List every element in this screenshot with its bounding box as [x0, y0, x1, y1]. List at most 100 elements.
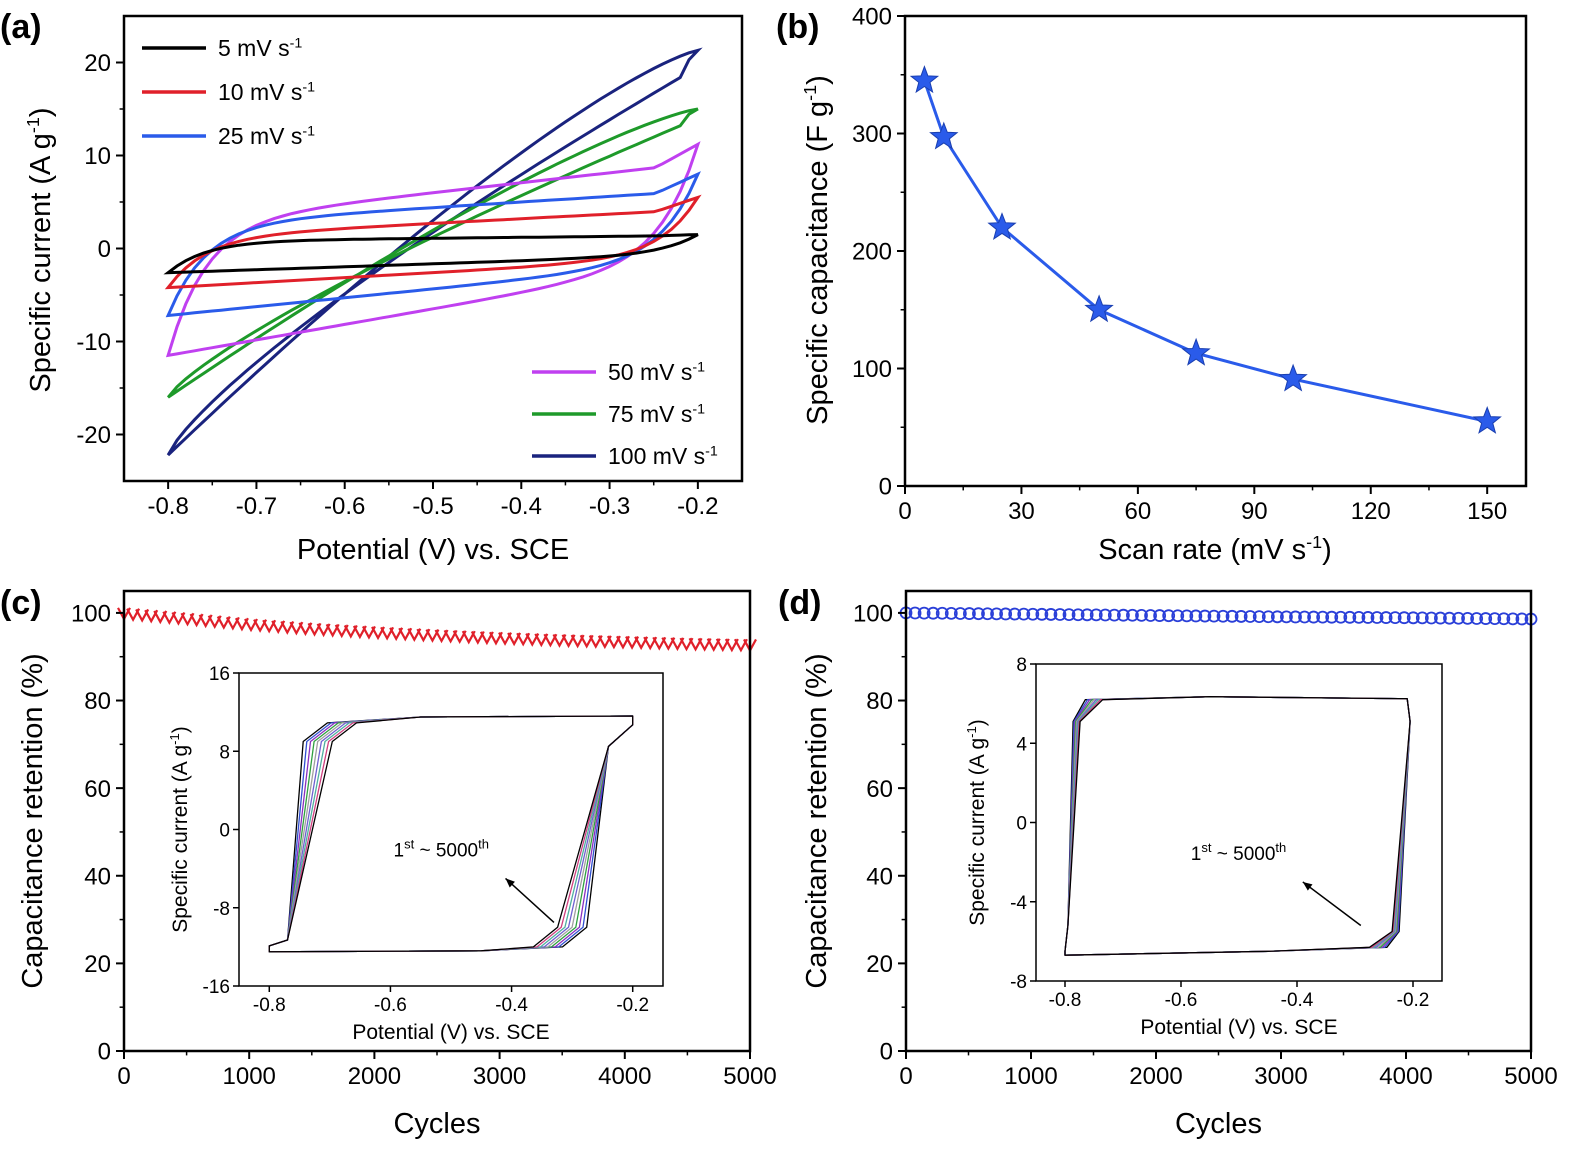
inset-x-axis-label: Potential (V) vs. SCE	[1140, 1016, 1337, 1039]
inset-x-tick-label: -0.2	[1397, 990, 1430, 1011]
circle-marker	[1098, 608, 1112, 622]
inset-x-axis-label: Potential (V) vs. SCE	[352, 1021, 549, 1044]
x-tick-label: -0.3	[589, 493, 630, 520]
circle-marker	[963, 607, 976, 620]
panel-label: (c)	[0, 584, 42, 622]
circle-marker	[1397, 611, 1411, 625]
circle-marker	[1352, 610, 1366, 624]
circle-marker	[1289, 610, 1302, 624]
y-axis-label: Capacitance retention (%)	[801, 653, 833, 988]
x-tick-label: 2000	[1129, 1063, 1182, 1090]
series-line	[922, 80, 1488, 423]
y-tick-label: 300	[852, 121, 892, 148]
circle-marker	[1089, 608, 1103, 622]
annotation-text-sup2: th	[1275, 840, 1286, 855]
y-axis-label-sup: -1	[23, 117, 43, 133]
circle-marker	[1370, 611, 1384, 624]
circle-marker	[1488, 612, 1502, 626]
panel-b: 0 30 60 90 120 150 0 100 200 300 400 (b) Scan rate (…	[776, 4, 1528, 566]
legend-label-main: 25 mV s	[218, 123, 302, 149]
star-marker	[1278, 363, 1308, 392]
panel-label: (b)	[776, 8, 819, 46]
circle-marker	[1497, 612, 1511, 626]
inset-y-axis-label-main: Specific current (A g	[169, 745, 192, 933]
star-marker	[1181, 337, 1211, 366]
inset-y-axis-label-sup: -1	[964, 726, 979, 738]
circle-marker	[1198, 609, 1212, 623]
legend-label-sup: -1	[692, 401, 705, 417]
circle-marker	[1307, 610, 1321, 624]
inset-y-tick-label: 16	[209, 664, 230, 685]
panel-d: 0 1000 2000 3000 4000 5000020406080100(d)Cycl…	[778, 584, 1558, 1140]
y-tick-label: 100	[71, 601, 111, 628]
x-tick-label: 4000	[1379, 1063, 1432, 1090]
circle-marker	[1008, 607, 1022, 621]
circle-marker	[1506, 612, 1520, 626]
panel-label: (d)	[778, 584, 821, 622]
circle-marker	[1071, 608, 1085, 622]
star-marker	[987, 212, 1017, 240]
x-axis-label: Cycles	[1175, 1108, 1262, 1140]
y-tick-label: 20	[866, 951, 893, 978]
y-axis-label-end: )	[25, 107, 57, 117]
y-tick-label: 0	[98, 236, 111, 263]
x-tick-label: 1000	[223, 1063, 276, 1090]
y-tick-label: 0	[880, 1039, 893, 1066]
circle-marker	[1189, 609, 1203, 623]
circle-marker	[1461, 611, 1474, 625]
x-axis-label: Potential (V) vs. SCE	[297, 534, 569, 566]
circle-marker	[1044, 608, 1058, 621]
inset-y-tick-label: 4	[1016, 734, 1027, 755]
circle-marker	[1126, 608, 1139, 622]
inset-y-tick-label: 8	[1016, 655, 1027, 676]
circle-marker	[1135, 608, 1148, 622]
y-tick-label: -10	[76, 329, 111, 356]
x-tick-label: 120	[1351, 498, 1391, 525]
circle-marker	[1452, 611, 1465, 625]
x-tick-label: 90	[1241, 498, 1268, 525]
inset-x-tick-label: -0.4	[495, 995, 528, 1016]
circle-marker	[1388, 611, 1402, 625]
legend-label-main: 75 mV s	[608, 401, 692, 427]
x-tick-label: -0.2	[677, 493, 718, 520]
annotation-text-sup2: th	[478, 836, 489, 851]
annotation-text: 1st ~ 5000th	[394, 836, 489, 861]
y-tick-label: 80	[866, 688, 893, 715]
y-axis-label: Capacitance retention (%)	[17, 653, 49, 988]
circle-marker	[1035, 607, 1049, 621]
y-tick-label: 10	[84, 143, 111, 170]
y-tick-label: 400	[852, 4, 892, 31]
annotation-text-sup1: st	[404, 836, 415, 851]
inset-y-axis-label-main: Specific current (A g	[966, 738, 989, 926]
y-tick-label: 20	[84, 50, 111, 77]
x-tick-label: 0	[899, 1063, 912, 1090]
inset-x-tick-label: -0.2	[616, 995, 649, 1016]
legend-label-main: 10 mV s	[218, 79, 302, 105]
inset-x-tick-label: -0.8	[253, 995, 286, 1016]
x-tick-label: 5000	[723, 1063, 776, 1090]
panel-label: (a)	[0, 8, 42, 46]
circle-marker	[953, 607, 967, 620]
circle-marker	[1234, 610, 1248, 623]
circle-marker	[1361, 611, 1375, 624]
star-marker	[929, 121, 959, 150]
x-axis-label-main: Scan rate (mV s	[1098, 534, 1306, 566]
circle-marker	[1334, 610, 1348, 624]
y-tick-label: 60	[84, 776, 111, 803]
y-tick-label: 200	[852, 239, 892, 266]
inset-x-tick-label: -0.4	[1281, 990, 1314, 1011]
x-tick-label: 3000	[1254, 1063, 1307, 1090]
legend-label-sup: -1	[290, 35, 303, 51]
circle-marker	[1144, 609, 1157, 622]
inset-y-axis-label-end: )	[169, 726, 192, 733]
x-tick-label: -0.8	[147, 493, 188, 520]
y-tick-label: -20	[76, 422, 111, 449]
legend-label: 75 mV s-1	[608, 401, 705, 427]
y-axis-label-main: Specific current (A g	[25, 133, 57, 393]
circle-marker	[999, 607, 1013, 621]
x-axis-label: Scan rate (mV s-1)	[1098, 532, 1332, 566]
inset-y-axis-label: Specific current (A g-1)	[964, 719, 989, 926]
y-tick-label: 40	[866, 863, 893, 890]
circle-marker	[1216, 609, 1230, 623]
inset-y-tick-label: -4	[1010, 893, 1027, 914]
